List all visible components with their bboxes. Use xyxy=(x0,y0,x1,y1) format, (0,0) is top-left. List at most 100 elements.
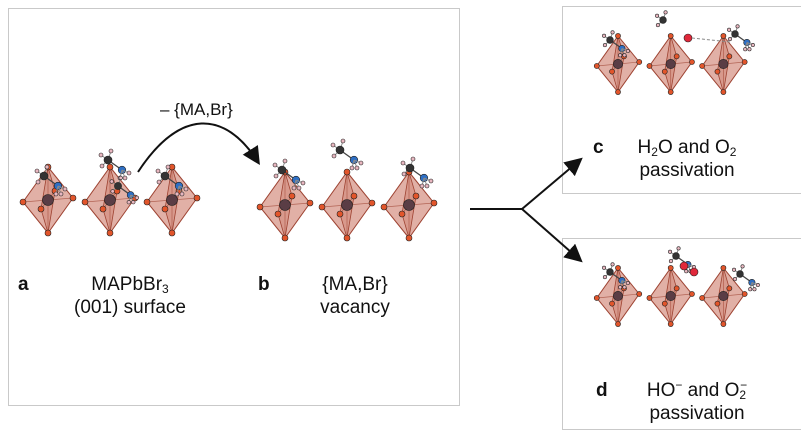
bromine-atom xyxy=(81,198,89,206)
label-d-ho: HO xyxy=(646,380,676,401)
bromine-atom xyxy=(615,33,621,39)
bromine-atom xyxy=(593,295,600,301)
hydrogen-atom xyxy=(99,163,105,169)
label-b-line2: vacancy xyxy=(320,297,390,318)
hydrogen-atom xyxy=(740,264,745,269)
hydrogen-atom xyxy=(126,200,131,205)
hydrogen-atom xyxy=(401,171,407,177)
panel-letter-b: b xyxy=(258,274,270,295)
carbon-atom xyxy=(103,155,113,165)
hydrogen-atom xyxy=(424,183,430,189)
lead-atom xyxy=(104,194,116,206)
lead-atom xyxy=(613,291,623,301)
structure-c-passivated xyxy=(593,10,755,95)
bromine-atom xyxy=(281,234,289,242)
hydrogen-atom xyxy=(622,285,627,290)
hydrogen-atom xyxy=(732,267,737,272)
hydrogen-atom xyxy=(155,168,161,174)
carbon-atom xyxy=(606,36,614,44)
bromine-atom xyxy=(168,229,176,237)
label-a-line2: (001) surface xyxy=(74,297,186,318)
bromine-atom xyxy=(343,168,351,176)
hydrogen-atom xyxy=(655,13,660,18)
lead-atom xyxy=(42,194,54,206)
removal-arrow xyxy=(137,122,260,173)
structure-b-vacancy xyxy=(256,138,438,242)
hydrogen-atom xyxy=(118,175,123,180)
label-c-sub1: 2 xyxy=(651,145,658,159)
bromine-atom xyxy=(689,291,695,297)
bromine-atom xyxy=(636,59,643,65)
hydrogen-atom xyxy=(419,183,425,189)
bromine-atom xyxy=(667,33,674,39)
bromine-atom xyxy=(143,198,151,206)
hydrogen-atom xyxy=(618,53,623,58)
hydrogen-atom xyxy=(62,186,68,192)
bromine-atom xyxy=(398,210,406,218)
oxygen-atom xyxy=(689,267,699,277)
bromine-atom xyxy=(343,234,351,242)
hydrogen-atom xyxy=(663,10,668,15)
bromine-atom xyxy=(689,59,695,65)
hydrogen-atom xyxy=(358,160,364,166)
panel-c-frame xyxy=(562,6,801,194)
bromine-atom xyxy=(430,199,438,207)
panel-letter-c: c xyxy=(593,137,604,158)
hydrogen-atom xyxy=(622,53,627,58)
structure-a-surface xyxy=(19,148,201,237)
bromine-atom xyxy=(720,265,727,271)
label-c-mid: O and O xyxy=(657,137,730,158)
carbon-atom xyxy=(114,182,122,190)
bromine-atom xyxy=(646,63,653,69)
hydrogen-atom xyxy=(174,191,180,197)
hydrogen-atom xyxy=(273,173,279,179)
hydrogen-atom xyxy=(727,37,732,42)
hydrogen-atom xyxy=(44,164,50,170)
hydrogen-atom xyxy=(750,43,755,48)
hydrogen-atom xyxy=(400,160,406,166)
bromine-atom xyxy=(726,285,733,292)
label-d-sup1: − xyxy=(675,378,683,392)
hydrogen-atom xyxy=(732,277,737,282)
bromine-atom xyxy=(368,199,376,207)
bromine-atom xyxy=(661,300,668,307)
label-c: c xyxy=(593,136,604,159)
hydrogen-bond xyxy=(691,37,731,43)
lead-atom xyxy=(718,291,729,301)
bromine-atom xyxy=(44,229,52,237)
bromine-atom xyxy=(673,285,680,292)
hydrogen-atom xyxy=(53,191,59,197)
hydrogen-atom xyxy=(625,49,630,54)
bromine-atom xyxy=(350,192,358,200)
hydrogen-atom xyxy=(676,246,681,251)
hydrogen-atom xyxy=(35,179,41,185)
lead-atom xyxy=(403,199,415,211)
bromine-atom xyxy=(609,300,615,307)
hydrogen-atom xyxy=(58,191,64,197)
bromine-atom xyxy=(673,53,680,60)
hydrogen-atom xyxy=(291,185,297,191)
bromine-atom xyxy=(741,291,748,297)
lead-atom xyxy=(718,59,729,69)
label-d-text: HO− and O2− passivation xyxy=(612,379,782,425)
hydrogen-atom xyxy=(610,30,615,35)
hydrogen-atom xyxy=(602,275,607,280)
bromine-atom xyxy=(741,59,748,65)
carbon-atom xyxy=(606,268,614,276)
hydrogen-atom xyxy=(602,43,607,48)
hydrogen-atom xyxy=(618,285,623,290)
label-d-sub2: 2 xyxy=(739,388,747,402)
bromine-atom xyxy=(256,203,264,211)
hydrogen-atom xyxy=(296,185,302,191)
bromine-atom xyxy=(193,194,201,202)
carbon-atom xyxy=(277,165,287,175)
hydrogen-atom xyxy=(122,175,128,181)
hydrogen-atom xyxy=(735,24,740,29)
label-a-text: MAPbBr3 (001) surface xyxy=(45,273,215,319)
bromine-atom xyxy=(646,295,653,301)
carbon-atom xyxy=(731,30,739,38)
bromine-atom xyxy=(714,300,721,307)
bromine-atom xyxy=(405,234,413,242)
hydrogen-atom xyxy=(330,142,336,148)
